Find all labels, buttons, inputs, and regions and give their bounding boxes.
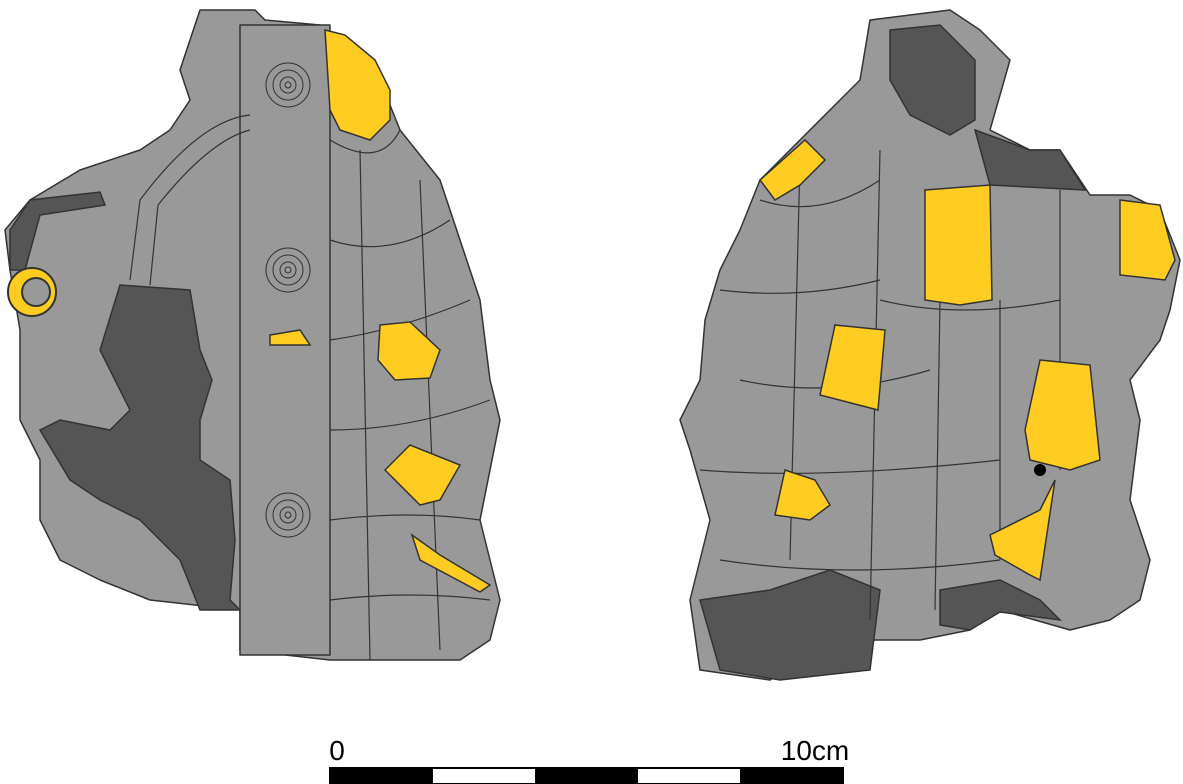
drawing: 0 10cm — [0, 0, 1183, 784]
scale-segment — [740, 768, 843, 784]
right-object — [680, 10, 1180, 680]
left-object — [5, 10, 500, 660]
yellow-scale — [1120, 200, 1175, 280]
dark-area — [975, 130, 1085, 190]
yellow-scale — [1025, 360, 1100, 470]
scale-segment — [535, 768, 638, 784]
scale-end-label: 10cm — [781, 735, 849, 766]
ring-hole — [22, 278, 50, 306]
yellow-scale — [925, 185, 992, 305]
scale-bar: 0 10cm — [329, 735, 849, 784]
hole — [1034, 464, 1046, 476]
scale-start-label: 0 — [329, 735, 345, 766]
scale-segment — [330, 768, 433, 784]
